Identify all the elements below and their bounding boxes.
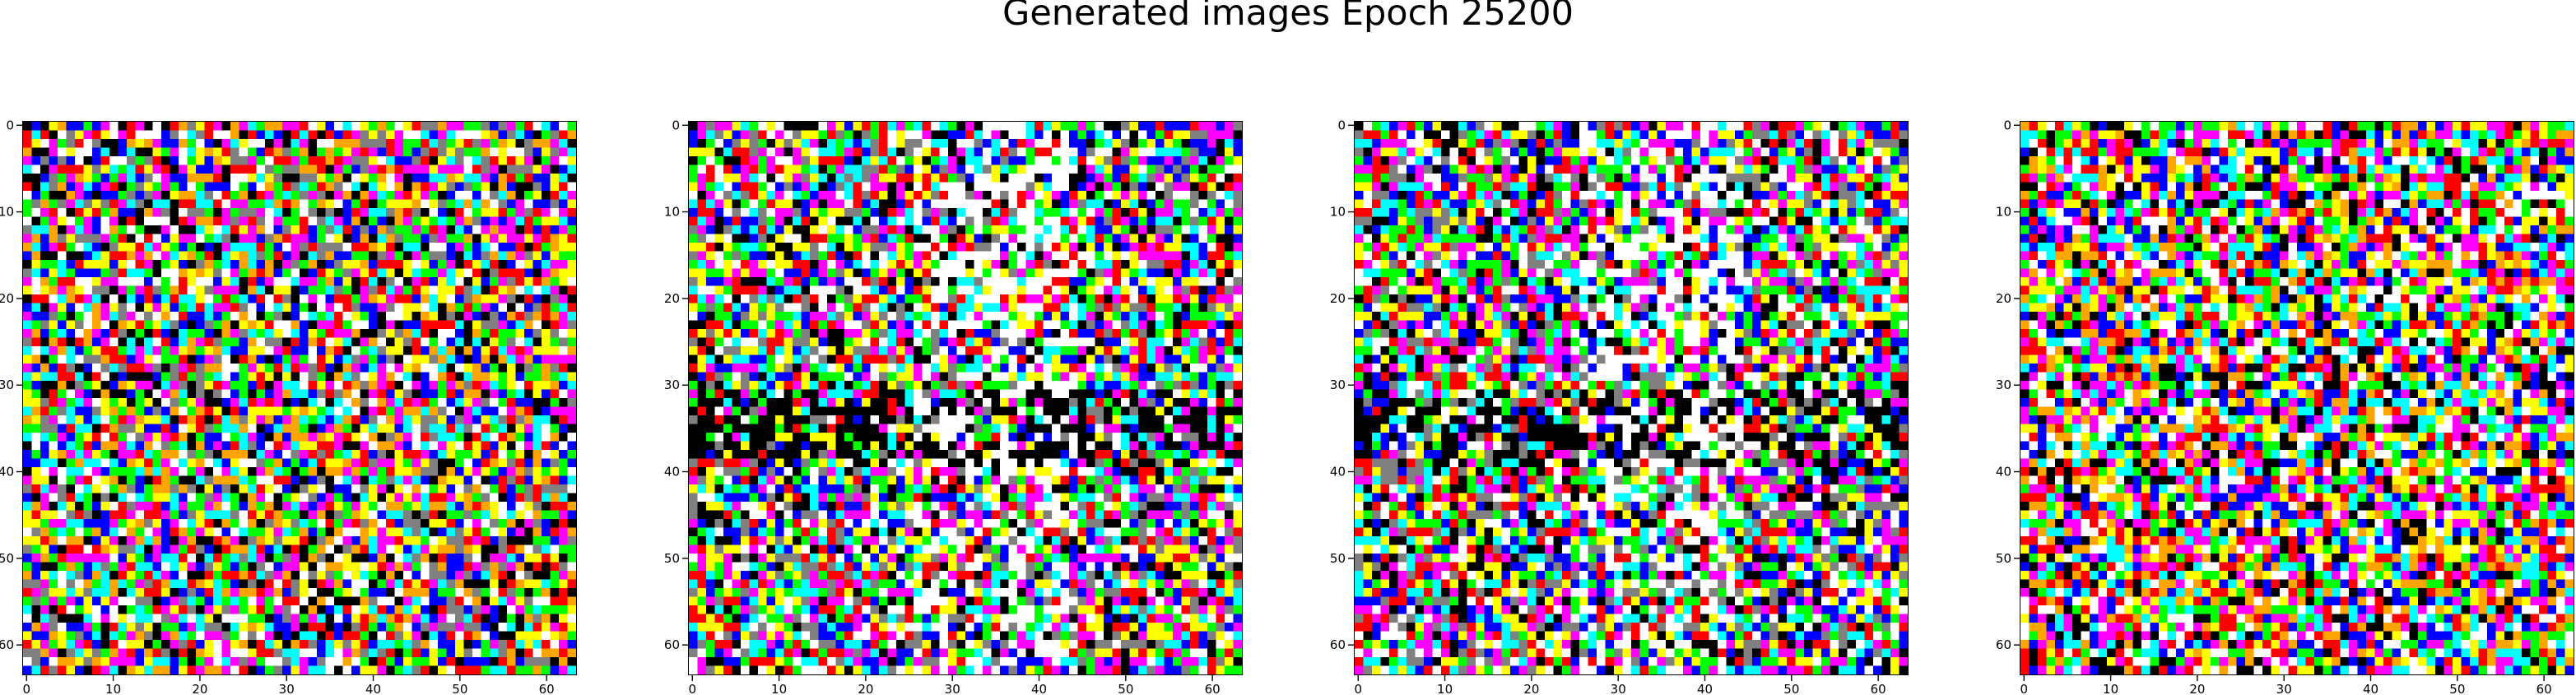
x-tick-label-1-10: 10 [105,682,121,695]
x-tick-label-4-60: 60 [2536,682,2552,695]
x-tick-label-4-10: 10 [2103,682,2118,695]
y-tick-label-3-20: 20 [1330,291,1346,306]
y-tick-label-4-0: 0 [2003,118,2011,132]
x-tick-label-1-20: 20 [192,682,207,695]
x-tick-label-3-0: 0 [1354,682,1362,695]
y-tick-label-3-50: 50 [1330,551,1346,566]
y-tick-label-3-40: 40 [1330,465,1346,480]
image-panel-2 [688,121,1243,675]
x-tick-label-1-40: 40 [365,682,381,695]
x-tick-label-4-50: 50 [2449,682,2465,695]
image-panel-1 [22,121,577,675]
y-tick-label-2-0: 0 [672,118,680,132]
x-tick-label-1-60: 60 [539,682,555,695]
y-tick-label-4-60: 60 [1996,637,2011,652]
image-panel-4 [2020,121,2574,675]
image-panel-3 [1354,121,1909,675]
y-tick-label-4-40: 40 [1996,465,2011,480]
x-tick-label-4-20: 20 [2189,682,2205,695]
y-tick-label-1-20: 20 [0,291,14,306]
x-tick-label-2-20: 20 [858,682,873,695]
x-tick-label-2-30: 30 [945,682,960,695]
y-tick-label-1-40: 40 [0,465,14,480]
x-tick-label-2-0: 0 [688,682,696,695]
y-tick-label-2-60: 60 [664,637,680,652]
x-tick-label-2-50: 50 [1118,682,1133,695]
generated-image-2 [689,122,1242,674]
y-tick-label-4-10: 10 [1996,205,2011,220]
generated-image-4 [2020,122,2574,674]
y-tick-label-2-30: 30 [664,378,680,392]
y-tick-label-1-10: 10 [0,205,14,220]
y-tick-label-2-20: 20 [664,291,680,306]
x-tick-label-2-10: 10 [771,682,787,695]
x-tick-label-3-10: 10 [1437,682,1453,695]
x-tick-label-1-30: 30 [279,682,295,695]
y-tick-label-4-30: 30 [1996,378,2011,392]
y-tick-label-4-50: 50 [1996,551,2011,566]
y-tick-label-3-10: 10 [1330,205,1346,220]
x-tick-label-1-0: 0 [22,682,30,695]
x-tick-label-3-60: 60 [1871,682,1886,695]
x-tick-label-3-50: 50 [1783,682,1799,695]
y-tick-label-1-50: 50 [0,551,14,566]
x-tick-label-4-40: 40 [2363,682,2378,695]
y-tick-label-2-50: 50 [664,551,680,566]
generated-image-3 [1355,122,1908,674]
y-tick-label-2-40: 40 [664,465,680,480]
y-tick-label-1-60: 60 [0,637,14,652]
x-tick-label-1-50: 50 [452,682,467,695]
y-tick-label-1-30: 30 [0,378,14,392]
x-tick-label-2-60: 60 [1205,682,1221,695]
y-tick-label-3-60: 60 [1330,637,1346,652]
generated-image-1 [23,122,576,674]
x-tick-label-3-20: 20 [1523,682,1539,695]
y-tick-label-2-10: 10 [664,205,680,220]
y-tick-label-4-20: 20 [1996,291,2011,306]
x-tick-label-4-0: 0 [2020,682,2028,695]
y-tick-label-3-0: 0 [1337,118,1346,132]
x-tick-label-3-30: 30 [1611,682,1626,695]
x-tick-label-4-30: 30 [2276,682,2292,695]
figure-title: Generated images Epoch 25200 [1002,0,1574,34]
y-tick-label-3-30: 30 [1330,378,1346,392]
x-tick-label-3-40: 40 [1697,682,1713,695]
y-tick-label-1-0: 0 [6,118,14,132]
x-tick-label-2-40: 40 [1031,682,1047,695]
